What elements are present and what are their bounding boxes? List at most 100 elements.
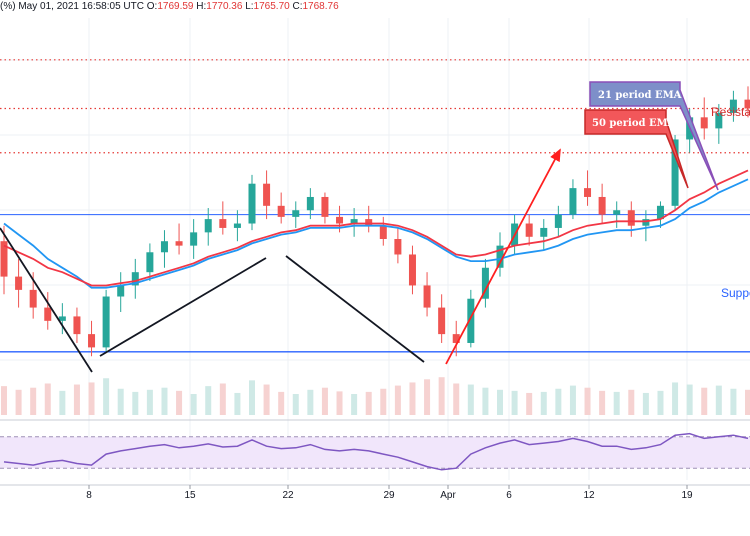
x-tick-5: 6: [506, 490, 512, 501]
candle-body-1: [15, 276, 23, 290]
candle-body-39: [569, 188, 577, 215]
x-tick-4: Apr: [440, 490, 456, 501]
candle-body-34: [496, 245, 504, 268]
volume-bar-50: [730, 388, 737, 415]
header-high: 1770.36: [206, 1, 243, 12]
candle-body-42: [613, 210, 621, 215]
ema50-line: [3, 169, 749, 287]
candle-body-27: [394, 239, 402, 255]
trend-line-0: [0, 227, 93, 373]
x-tick-0: 8: [86, 490, 92, 501]
volume-bar-11: [161, 387, 168, 415]
volume-bar-7: [103, 378, 110, 415]
volume-bar-44: [642, 392, 649, 415]
volume-bar-46: [672, 382, 679, 415]
x-tick-2: 22: [282, 490, 294, 501]
volume-bar-26: [380, 388, 387, 415]
candle-body-37: [540, 227, 548, 237]
header-open: 1769.59: [157, 1, 194, 12]
ema-lines: [3, 169, 749, 289]
volume-bar-47: [686, 384, 693, 415]
level-lines: [0, 59, 750, 353]
candle-body-46: [671, 139, 679, 206]
volume-bar-33: [482, 387, 489, 415]
candle-body-40: [584, 188, 592, 197]
candle-body-38: [554, 214, 562, 228]
header-high-label: H:: [196, 1, 207, 12]
rsi-line: [3, 432, 749, 471]
candle-body-5: [73, 316, 81, 335]
candle-body-31: [452, 334, 460, 343]
header-low: 1765.70: [253, 1, 290, 12]
volume-bar-22: [321, 387, 328, 415]
volume-bar-45: [657, 390, 664, 415]
candle-body-44: [642, 219, 650, 226]
candle-body-28: [408, 254, 416, 286]
volume-bar-16: [234, 392, 241, 415]
volume-bars: [1, 377, 750, 415]
ema50-callout: 50 period EMA: [584, 109, 689, 189]
volume-bar-2: [30, 387, 37, 415]
volume-bar-12: [176, 390, 183, 415]
volume-bar-42: [613, 391, 620, 415]
candle-body-36: [525, 223, 533, 237]
volume-bar-20: [292, 394, 299, 415]
header-datetime: May 01, 2021 16:58:05 UTC: [18, 1, 144, 12]
candle-body-49: [715, 112, 723, 129]
candle-body-51: [744, 99, 750, 109]
x-tick-6: 12: [583, 490, 595, 501]
volume-bar-39: [569, 385, 576, 415]
volume-bar-13: [190, 394, 197, 415]
breakout-arrow: [445, 148, 561, 365]
candle-body-20: [292, 210, 300, 217]
volume-bar-41: [599, 390, 606, 415]
candle-body-16: [233, 223, 241, 228]
candle-body-18: [263, 183, 271, 206]
volume-bar-32: [467, 384, 474, 415]
volume-bar-19: [278, 391, 285, 415]
ema50-callout-box: [584, 109, 689, 189]
volume-bar-28: [409, 382, 416, 415]
ema21-callout: 21 period EMA: [589, 81, 719, 191]
volume-bar-14: [205, 386, 212, 415]
candle-body-50: [729, 99, 737, 113]
candle-body-10: [146, 252, 154, 273]
candle-body-4: [58, 316, 66, 321]
volume-bar-35: [511, 390, 518, 415]
header-prefix: (%): [0, 1, 16, 12]
volume-bar-4: [59, 390, 66, 415]
candle-body-6: [88, 334, 96, 348]
candlesticks: [0, 86, 750, 357]
candle-body-22: [321, 196, 329, 217]
volume-bar-25: [365, 391, 372, 415]
candle-body-32: [467, 298, 475, 343]
volume-bar-24: [351, 394, 358, 415]
candle-body-26: [379, 225, 387, 239]
candle-body-43: [627, 210, 635, 226]
candle-body-17: [248, 183, 256, 224]
trend-line-1: [99, 257, 267, 357]
volume-bar-15: [219, 383, 226, 415]
candle-body-19: [277, 205, 285, 217]
candle-body-14: [204, 219, 212, 233]
x-axis: 8 15 22 29 Apr 6 12 19: [0, 484, 750, 501]
volume-bar-29: [424, 379, 431, 415]
volume-bar-51: [745, 389, 750, 415]
volume-bar-8: [117, 388, 124, 415]
header-close: 1768.76: [302, 1, 339, 12]
volume-bar-34: [497, 389, 503, 415]
ema21-callout-box: [589, 81, 719, 191]
candle-body-11: [160, 241, 168, 253]
header-low-label: L:: [245, 1, 254, 12]
volume-bar-5: [73, 384, 80, 415]
ohlc-header: (%) May 01, 2021 16:58:05 UTC O:1769.59 …: [0, 1, 339, 12]
candle-body-24: [350, 219, 358, 224]
candle-body-3: [44, 307, 52, 321]
candle-body-7: [102, 296, 110, 348]
candle-body-48: [700, 117, 708, 129]
volume-bar-17: [249, 380, 255, 415]
volume-bar-21: [307, 389, 314, 415]
volume-bar-27: [394, 385, 401, 415]
candle-body-0: [0, 241, 8, 277]
